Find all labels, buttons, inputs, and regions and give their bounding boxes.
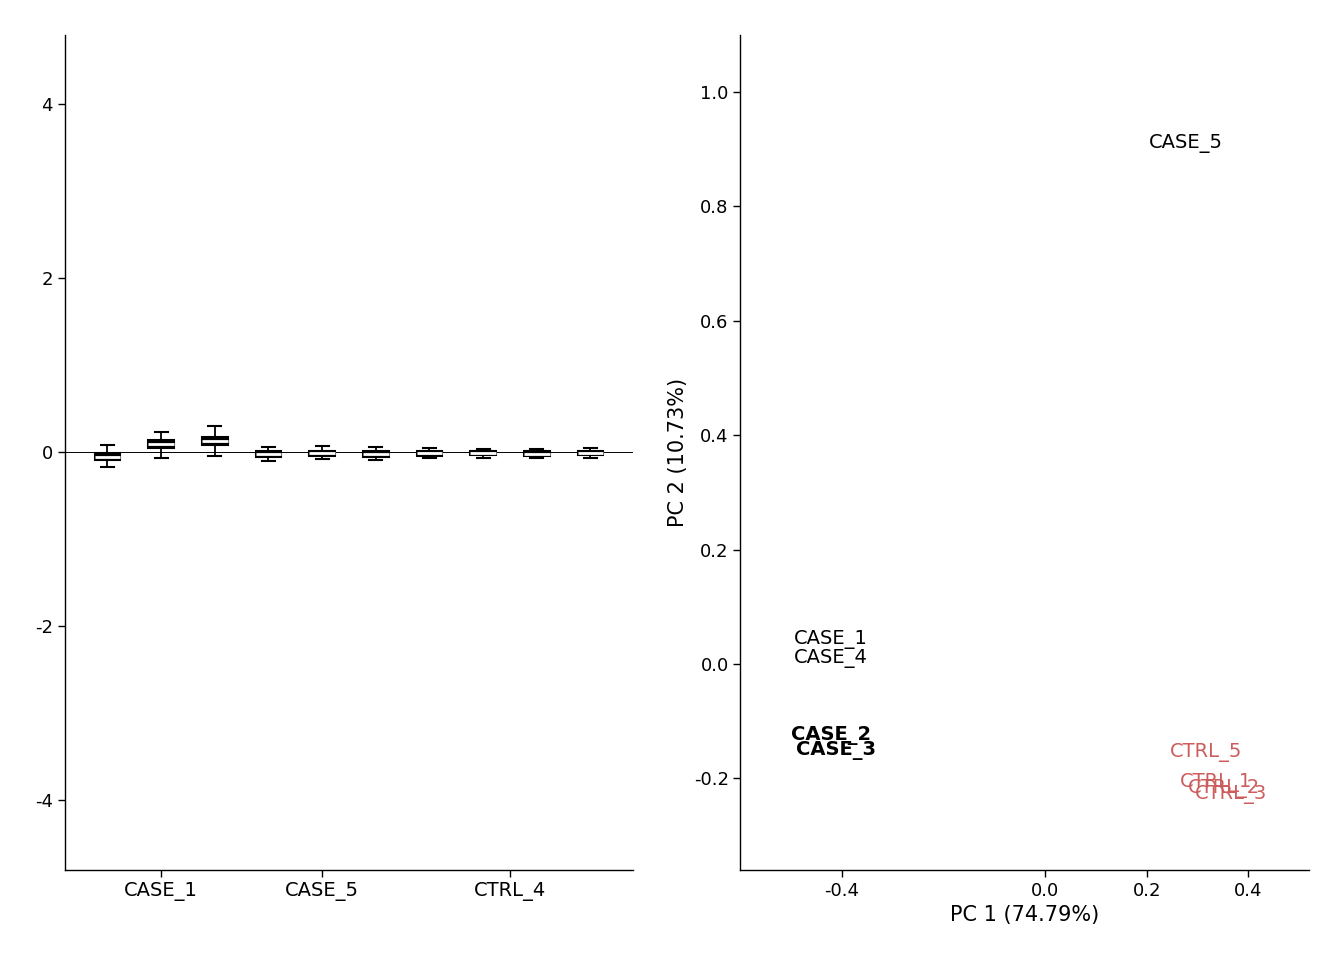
Text: CASE_1: CASE_1 [794,631,868,650]
PathPatch shape [470,451,496,455]
Y-axis label: PC 2 (10.73%): PC 2 (10.73%) [668,377,688,527]
PathPatch shape [524,451,550,456]
Text: CASE_4: CASE_4 [794,649,868,668]
PathPatch shape [255,451,281,457]
Text: CTRL_1: CTRL_1 [1180,774,1253,792]
Text: CASE_3: CASE_3 [796,741,876,760]
PathPatch shape [363,451,388,457]
PathPatch shape [148,440,173,448]
X-axis label: PC 1 (74.79%): PC 1 (74.79%) [950,905,1099,925]
PathPatch shape [94,453,121,460]
Text: CTRL_3: CTRL_3 [1195,785,1267,804]
Text: CASE_2: CASE_2 [792,726,871,745]
Text: CASE_5: CASE_5 [1149,133,1223,153]
PathPatch shape [417,450,442,456]
PathPatch shape [202,437,227,445]
Text: CTRL_2: CTRL_2 [1187,780,1259,798]
Text: CTRL_5: CTRL_5 [1169,743,1242,762]
PathPatch shape [578,450,603,455]
PathPatch shape [309,450,335,456]
